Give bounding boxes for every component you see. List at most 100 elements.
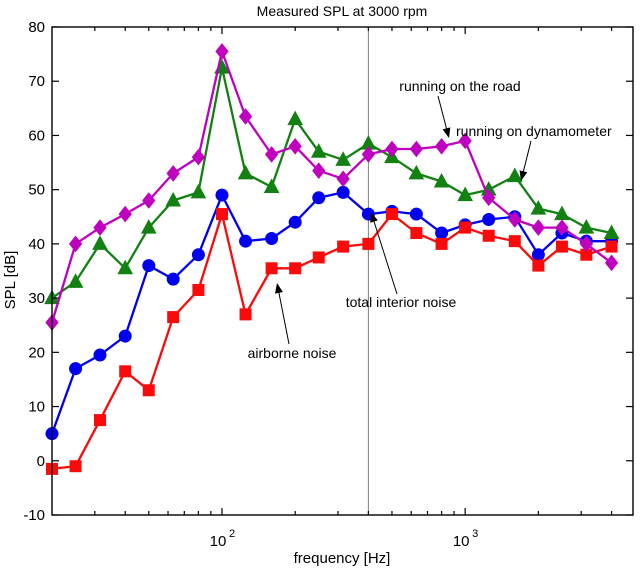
- annotation-arrow-line: [278, 290, 290, 345]
- data-point: [530, 200, 547, 215]
- data-point: [288, 137, 302, 155]
- data-point: [482, 189, 496, 207]
- chart-annotations-layer: running on the road running on dynamomete…: [248, 78, 612, 361]
- x-tick-exponent: 3: [472, 528, 478, 540]
- x-axis-label: frequency [Hz]: [294, 550, 391, 567]
- chart-underlay: [52, 27, 633, 515]
- data-point: [68, 235, 83, 253]
- data-point: [119, 365, 132, 378]
- data-point: [409, 207, 423, 221]
- annotation-arrow-line: [437, 95, 448, 131]
- data-point: [310, 143, 327, 158]
- annotation-arrowhead: [519, 170, 528, 181]
- annotation-airborne-noise: airborne noise: [248, 283, 337, 361]
- data-point: [458, 132, 472, 150]
- data-point: [140, 219, 157, 234]
- data-point: [312, 191, 326, 205]
- data-point: [579, 235, 593, 253]
- data-point: [508, 211, 522, 228]
- data-point: [531, 248, 545, 262]
- data-point: [335, 151, 351, 166]
- annotation-text: total interior noise: [346, 294, 457, 310]
- data-point: [239, 234, 253, 248]
- data-point: [93, 414, 106, 427]
- data-point: [239, 308, 252, 321]
- data-point: [385, 140, 399, 158]
- data-point: [289, 262, 302, 275]
- y-tick-label: -10: [23, 507, 45, 524]
- data-point: [191, 148, 206, 166]
- data-point: [265, 231, 279, 245]
- data-point: [92, 235, 108, 250]
- data-point: [237, 164, 254, 180]
- data-point: [215, 43, 229, 60]
- data-point: [385, 208, 398, 221]
- data-point: [264, 146, 279, 163]
- data-point: [508, 235, 521, 248]
- series-markers-running-on-the-road: [45, 43, 619, 331]
- series-running-on-dynamometer: [44, 59, 620, 305]
- data-point: [166, 165, 180, 182]
- annotation-arrow-line: [372, 219, 398, 295]
- data-point: [69, 460, 82, 473]
- data-point: [459, 221, 472, 234]
- data-point: [118, 205, 132, 223]
- plot-background: [52, 27, 633, 515]
- data-point: [67, 273, 84, 288]
- data-point: [263, 178, 280, 193]
- y-tick-label: 50: [28, 182, 45, 199]
- y-tick-label: 60: [28, 127, 45, 144]
- data-point: [433, 172, 450, 188]
- data-point: [409, 140, 424, 158]
- data-point: [506, 167, 523, 183]
- annotation-running-on-the-road: running on the road: [399, 78, 521, 138]
- y-axis-label: SPL [dB]: [2, 251, 19, 310]
- annotation-running-on-dynamometer: running on dynamometer: [456, 123, 612, 181]
- data-point: [362, 237, 375, 250]
- data-point: [142, 192, 156, 209]
- data-point: [336, 185, 350, 199]
- axes-box: [51, 26, 634, 516]
- series-line-total-interior-noise: [50, 191, 612, 435]
- data-point: [408, 164, 425, 180]
- data-point: [190, 183, 207, 199]
- data-point: [531, 219, 546, 236]
- annotation-text: airborne noise: [248, 345, 337, 361]
- x-tick-exponent: 2: [229, 528, 235, 540]
- data-point: [434, 137, 449, 155]
- data-point: [578, 219, 595, 234]
- data-point: [457, 186, 473, 202]
- data-point: [532, 259, 545, 272]
- annotation-text: running on dynamometer: [456, 123, 612, 139]
- data-point: [435, 226, 449, 240]
- y-tick-label: 0: [37, 453, 45, 470]
- data-point: [337, 240, 350, 253]
- data-point: [336, 170, 350, 188]
- chart-series-layer: [44, 43, 620, 475]
- y-tick-label: 70: [28, 73, 45, 90]
- series-running-on-the-road: [45, 43, 619, 331]
- data-point: [167, 311, 180, 324]
- data-point: [192, 283, 205, 296]
- data-point: [142, 384, 155, 397]
- data-point: [312, 251, 325, 264]
- y-tick-label: 80: [28, 19, 45, 36]
- data-point: [118, 329, 132, 343]
- data-point: [603, 224, 620, 240]
- data-point: [482, 212, 496, 226]
- data-point: [117, 259, 134, 275]
- data-point: [361, 146, 376, 163]
- data-point: [93, 348, 107, 362]
- data-point: [215, 208, 228, 221]
- data-point: [312, 162, 326, 179]
- data-point: [238, 108, 253, 125]
- data-point: [142, 259, 156, 273]
- y-tick-label: 20: [28, 344, 45, 361]
- data-point: [435, 237, 448, 250]
- data-point: [555, 219, 569, 236]
- y-tick-label: 10: [28, 399, 45, 416]
- data-point: [482, 229, 495, 242]
